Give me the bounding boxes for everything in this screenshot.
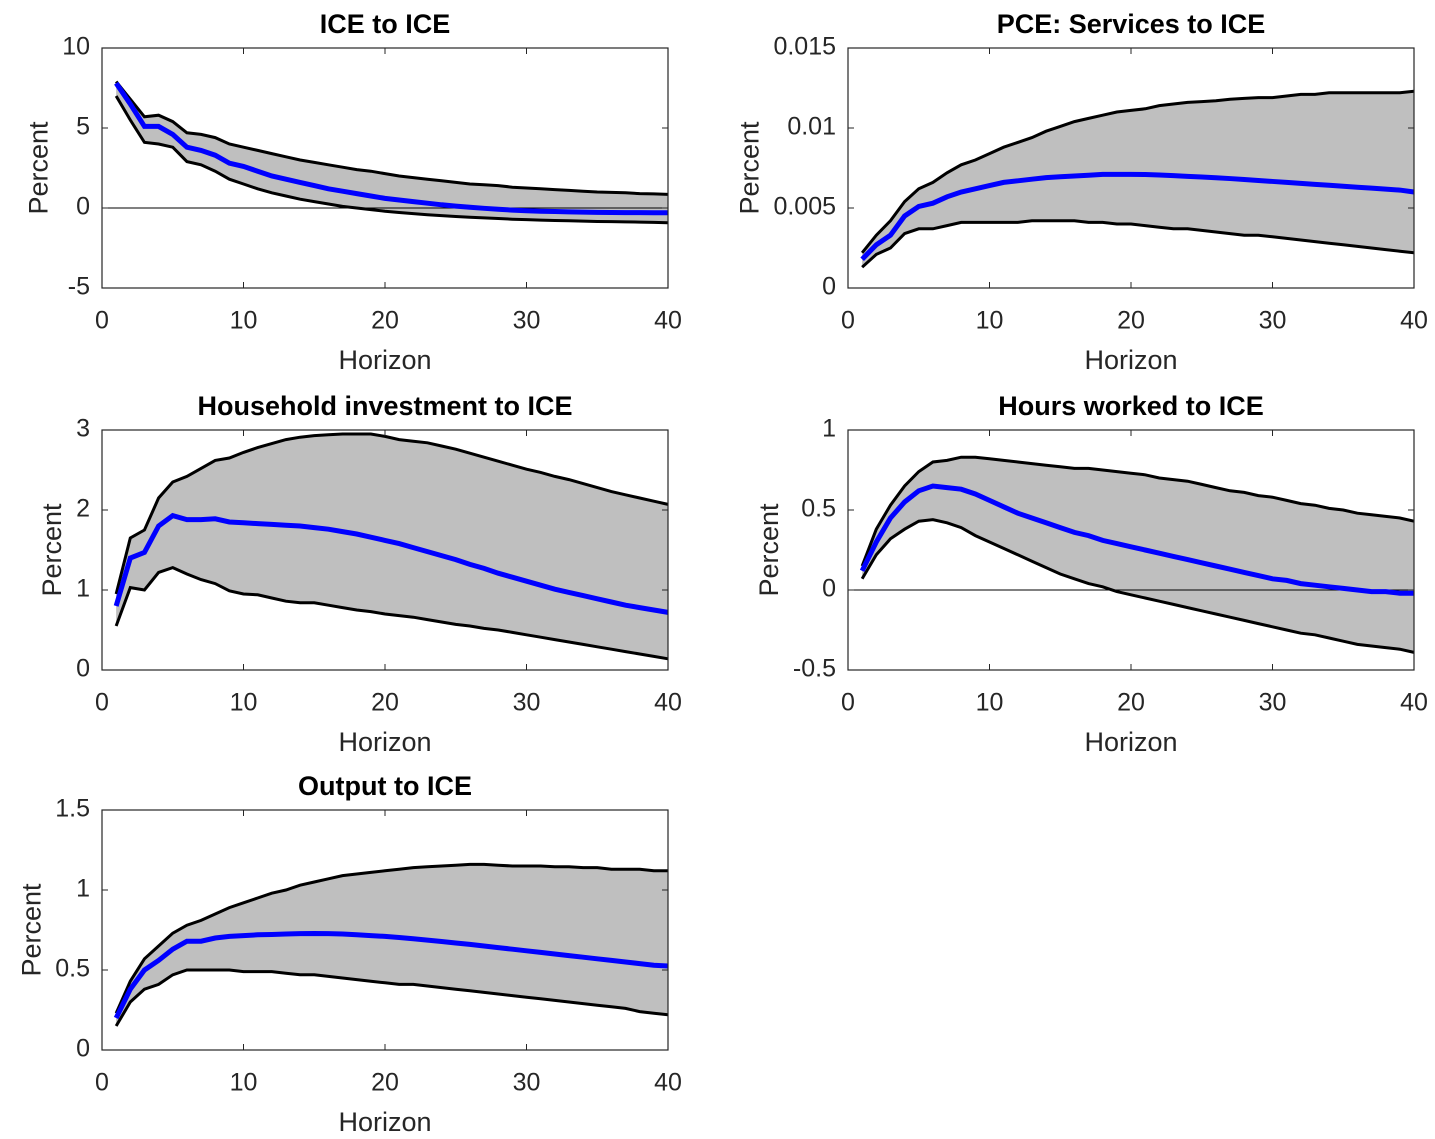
x-tick-label: 30 — [1259, 307, 1287, 335]
x-tick-label: 10 — [230, 689, 258, 717]
x-tick-label: 40 — [654, 307, 682, 335]
y-tick-label: 0 — [822, 575, 836, 603]
y-tick-label: -5 — [68, 273, 90, 301]
x-tick-label: 0 — [841, 689, 855, 717]
band-edge — [114, 968, 669, 1027]
x-tick-label: 30 — [513, 689, 541, 717]
y-tick-label: 1 — [76, 875, 90, 903]
y-tick-label: 0.5 — [801, 495, 836, 523]
band-area — [862, 91, 1414, 268]
x-tick-label: 20 — [1117, 307, 1145, 335]
band-edge — [860, 455, 1415, 567]
chart-title: PCE: Services to ICE — [997, 9, 1266, 39]
y-tick-label: 1.5 — [55, 795, 90, 823]
x-tick-label: 10 — [976, 689, 1004, 717]
y-tick-label: 0 — [822, 273, 836, 301]
y-tick-label: 3 — [76, 415, 90, 443]
y-tick-label: 0 — [76, 1035, 90, 1063]
subplot: 0 0.005 0.01 0.015 0 10 20 30 40 PCE: Services to… — [735, 9, 1428, 375]
y-tick-label: 0 — [76, 655, 90, 683]
x-tick-label: 30 — [1259, 689, 1287, 717]
line — [860, 171, 1415, 261]
x-tick-label: 20 — [371, 689, 399, 717]
line — [113, 931, 669, 1020]
line — [859, 483, 1414, 596]
plot-area — [102, 48, 668, 288]
x-axis-label: Horizon — [1084, 727, 1177, 757]
band-edge — [861, 219, 1415, 269]
band-edge — [114, 432, 669, 595]
band-edge — [114, 95, 669, 225]
band-area — [116, 434, 668, 659]
x-tick-label: 0 — [841, 307, 855, 335]
x-tick-label: 10 — [230, 307, 258, 335]
y-tick-label: -0.5 — [793, 655, 836, 683]
y-tick-label: 1 — [822, 415, 836, 443]
y-axis-label: Percent — [23, 121, 53, 215]
y-axis-label: Percent — [16, 883, 46, 977]
x-tick-label: 30 — [513, 307, 541, 335]
x-tick-label: 20 — [1117, 689, 1145, 717]
x-axis-label: Horizon — [338, 345, 431, 375]
band-edge — [860, 518, 1415, 654]
line — [114, 81, 668, 216]
y-tick-label: 2 — [76, 495, 90, 523]
y-tick-label: 10 — [62, 33, 90, 61]
x-tick-label: 20 — [371, 307, 399, 335]
chart-title: Output to ICE — [298, 771, 472, 801]
band-edge — [114, 80, 669, 196]
x-axis-label: Horizon — [338, 727, 431, 757]
x-tick-label: 40 — [1400, 307, 1428, 335]
y-tick-label: 0.005 — [773, 193, 836, 221]
band-area — [116, 864, 668, 1026]
y-tick-label: 0.015 — [773, 33, 836, 61]
y-tick-label: 1 — [76, 575, 90, 603]
chart-title: Hours worked to ICE — [998, 391, 1264, 421]
y-axis-label: Percent — [735, 121, 765, 215]
line — [113, 512, 669, 615]
band-edge — [860, 89, 1415, 254]
chart-title: ICE to ICE — [320, 9, 451, 39]
x-tick-label: 0 — [95, 1069, 109, 1097]
x-tick-label: 30 — [513, 1069, 541, 1097]
subplot: 0 0.5 1 1.5 0 10 20 30 40 Output to ICE Horizon Per… — [16, 771, 682, 1137]
x-axis-label: Horizon — [1084, 345, 1177, 375]
x-tick-label: 0 — [95, 689, 109, 717]
y-tick-label: 0.5 — [55, 955, 90, 983]
y-axis-label: Percent — [754, 503, 784, 597]
band-edge — [114, 862, 668, 1014]
x-tick-label: 40 — [654, 1069, 682, 1097]
y-axis-label: Percent — [37, 503, 67, 597]
y-tick-label: 0 — [76, 193, 90, 221]
x-tick-label: 20 — [371, 1069, 399, 1097]
x-tick-label: 10 — [230, 1069, 258, 1097]
band-edge — [114, 565, 669, 661]
x-tick-label: 40 — [654, 689, 682, 717]
x-tick-label: 10 — [976, 307, 1004, 335]
x-tick-label: 0 — [95, 307, 109, 335]
y-tick-label: 0.01 — [787, 113, 836, 141]
chart-title: Household investment to ICE — [197, 391, 572, 421]
x-tick-label: 40 — [1400, 689, 1428, 717]
x-axis-label: Horizon — [338, 1107, 431, 1137]
y-tick-label: 5 — [76, 113, 90, 141]
